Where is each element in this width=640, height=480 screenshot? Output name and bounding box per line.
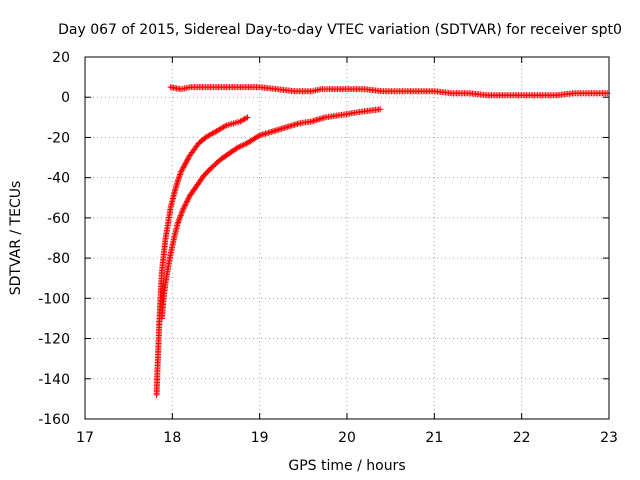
y-tick-label: 20 (52, 50, 70, 66)
trace-marker (177, 213, 184, 220)
data-point (377, 106, 384, 113)
trace-marker (176, 216, 183, 223)
data-point (174, 220, 181, 227)
y-tick-label: -40 (47, 171, 70, 187)
y-tick-label: 0 (61, 90, 70, 106)
trace-marker (176, 215, 183, 222)
trace-marker (222, 123, 229, 130)
y-tick-labels: -160 -140 -120 -100 -80 -60 -40 -20 0 20 (38, 50, 70, 428)
trace-marker (183, 159, 190, 166)
y-tick-label: -160 (38, 412, 70, 428)
trace-marker (240, 141, 247, 148)
trace-marker (181, 161, 188, 168)
x-tick-label: 23 (600, 430, 618, 446)
trace-marker (237, 143, 244, 150)
series-arc-c (167, 84, 611, 99)
trace-marker (183, 157, 190, 164)
x-tick-label: 18 (163, 430, 181, 446)
trace-marker (239, 142, 246, 149)
trace-marker (243, 115, 250, 122)
y-axis-label: SDTVAR / TECUs (8, 181, 24, 296)
trace-marker (178, 211, 185, 218)
x-tick-label: 19 (251, 430, 269, 446)
x-tick-labels: 17 18 19 20 21 22 23 (76, 430, 618, 446)
data-point (178, 168, 185, 175)
trace-marker (182, 201, 189, 208)
plot-frame (84, 56, 610, 420)
trace-marker (179, 165, 186, 172)
data-point (179, 206, 186, 213)
x-tick-label: 20 (338, 430, 356, 446)
series-arc-b (158, 106, 384, 322)
trace-marker (184, 156, 191, 163)
trace-marker (181, 204, 188, 211)
data-points (153, 84, 611, 398)
data-point (182, 160, 189, 167)
trace-marker (184, 198, 191, 205)
trace-marker (175, 219, 182, 226)
y-tick-label: -60 (47, 211, 70, 227)
trace-marker (180, 205, 187, 212)
trace-marker (242, 141, 249, 148)
chart-title: Day 067 of 2015, Sidereal Day-to-day VTE… (58, 22, 622, 38)
x-tick-label: 17 (76, 430, 94, 446)
trace-marker (180, 164, 187, 171)
data-point (244, 114, 251, 121)
trace-marker (236, 143, 243, 150)
y-tick-label: -100 (38, 291, 70, 307)
x-tick-label: 21 (425, 430, 443, 446)
trace-marker (185, 155, 192, 162)
trace-marker (178, 209, 185, 216)
x-tick-label: 22 (513, 430, 531, 446)
x-axis-label: GPS time / hours (288, 458, 405, 474)
y-tick-label: -120 (38, 332, 70, 348)
trace-marker (175, 218, 182, 225)
data-point (234, 144, 241, 151)
y-tick-label: -140 (38, 372, 70, 388)
trace-marker (179, 208, 186, 215)
y-tick-label: -20 (47, 130, 70, 146)
trace-marker (183, 199, 190, 206)
trace-marker (255, 133, 262, 140)
trace-marker (184, 196, 191, 203)
trace-marker (177, 212, 184, 219)
trace-marker (178, 167, 185, 174)
trace-marker (185, 195, 192, 202)
y-tick-label: -80 (47, 251, 70, 267)
trace-marker (180, 163, 187, 170)
trace-marker (181, 202, 188, 209)
